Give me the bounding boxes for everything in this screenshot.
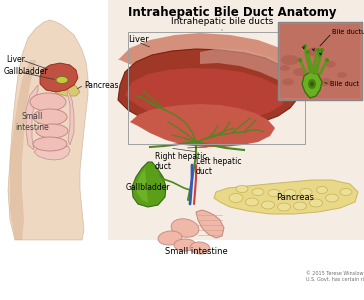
- Ellipse shape: [245, 198, 258, 206]
- Polygon shape: [8, 20, 88, 240]
- Ellipse shape: [325, 58, 329, 62]
- Polygon shape: [136, 168, 148, 203]
- Text: Bile duct: Bile duct: [330, 81, 359, 87]
- Polygon shape: [214, 180, 358, 214]
- Polygon shape: [108, 0, 364, 240]
- Polygon shape: [130, 104, 275, 147]
- Ellipse shape: [171, 219, 199, 237]
- Text: Pancreas: Pancreas: [276, 193, 314, 202]
- Polygon shape: [118, 33, 300, 82]
- Ellipse shape: [298, 58, 302, 62]
- Polygon shape: [52, 82, 80, 96]
- Ellipse shape: [174, 239, 196, 251]
- Ellipse shape: [190, 242, 210, 254]
- Ellipse shape: [317, 187, 328, 194]
- Text: Small intestine: Small intestine: [165, 248, 228, 256]
- Ellipse shape: [36, 124, 68, 138]
- Text: Intrahepatic Bile Duct Anatomy: Intrahepatic Bile Duct Anatomy: [128, 6, 336, 19]
- Ellipse shape: [303, 44, 307, 48]
- Ellipse shape: [325, 194, 339, 202]
- Text: Gallbladder: Gallbladder: [4, 68, 49, 76]
- FancyBboxPatch shape: [278, 22, 362, 100]
- Ellipse shape: [252, 188, 264, 196]
- Ellipse shape: [33, 109, 67, 125]
- Polygon shape: [40, 63, 78, 92]
- Polygon shape: [200, 48, 295, 85]
- Ellipse shape: [318, 78, 332, 86]
- Polygon shape: [34, 146, 70, 160]
- Ellipse shape: [30, 93, 66, 111]
- Ellipse shape: [280, 65, 290, 71]
- Ellipse shape: [293, 202, 306, 210]
- Text: Pancreas: Pancreas: [84, 80, 119, 89]
- Polygon shape: [118, 49, 300, 128]
- Ellipse shape: [229, 194, 243, 202]
- Ellipse shape: [236, 185, 248, 193]
- Ellipse shape: [310, 82, 314, 86]
- Ellipse shape: [320, 48, 324, 52]
- Text: Intrahepatic bile ducts: Intrahepatic bile ducts: [171, 17, 273, 26]
- Text: Liver: Liver: [6, 56, 25, 64]
- Ellipse shape: [307, 47, 323, 56]
- Ellipse shape: [56, 76, 68, 83]
- Ellipse shape: [281, 55, 299, 65]
- Ellipse shape: [306, 50, 310, 54]
- Ellipse shape: [300, 188, 312, 196]
- Polygon shape: [302, 72, 322, 98]
- Text: Gallbladder: Gallbladder: [126, 182, 170, 191]
- Polygon shape: [132, 162, 166, 207]
- Polygon shape: [26, 85, 38, 150]
- Ellipse shape: [324, 61, 336, 68]
- Text: Bile ductules: Bile ductules: [332, 29, 364, 35]
- Text: Left hepatic
duct: Left hepatic duct: [196, 157, 241, 176]
- Ellipse shape: [293, 68, 307, 76]
- Text: Right hepatic
duct: Right hepatic duct: [155, 152, 206, 171]
- Ellipse shape: [309, 199, 323, 207]
- Polygon shape: [125, 68, 286, 123]
- Ellipse shape: [282, 79, 294, 86]
- Polygon shape: [67, 88, 74, 145]
- Ellipse shape: [277, 203, 290, 211]
- Ellipse shape: [158, 231, 182, 245]
- Ellipse shape: [340, 188, 352, 196]
- Ellipse shape: [308, 79, 316, 89]
- Ellipse shape: [318, 53, 322, 57]
- Ellipse shape: [304, 82, 316, 88]
- Ellipse shape: [284, 190, 296, 196]
- Ellipse shape: [316, 48, 320, 52]
- Text: Liver: Liver: [128, 35, 149, 44]
- Polygon shape: [280, 24, 360, 98]
- Ellipse shape: [337, 72, 347, 78]
- Ellipse shape: [261, 201, 274, 209]
- Text: © 2015 Terese Winslow LLC
U.S. Govt. has certain rights: © 2015 Terese Winslow LLC U.S. Govt. has…: [305, 271, 364, 282]
- Ellipse shape: [268, 190, 280, 196]
- Polygon shape: [196, 210, 224, 238]
- Polygon shape: [10, 60, 36, 240]
- Ellipse shape: [33, 137, 67, 151]
- Text: Small
intestine: Small intestine: [15, 112, 49, 132]
